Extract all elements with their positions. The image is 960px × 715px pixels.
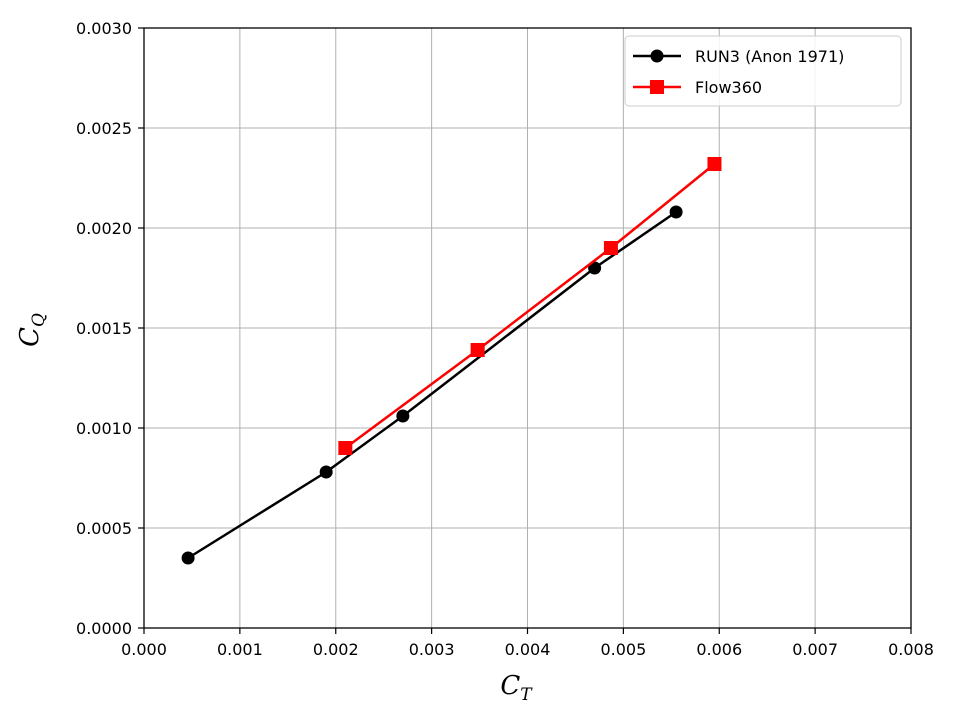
x-tick-label: 0.003	[409, 640, 455, 659]
y-tick-label: 0.0010	[76, 419, 132, 438]
x-tick-label: 0.006	[696, 640, 742, 659]
data-point	[669, 205, 683, 219]
y-axis-label: CQ	[15, 313, 49, 347]
y-tick-label: 0.0030	[76, 19, 132, 38]
data-point	[396, 409, 410, 423]
legend-label-run3: RUN3 (Anon 1971)	[695, 47, 844, 66]
x-tick-label: 0.007	[792, 640, 838, 659]
x-tick-label: 0.008	[888, 640, 934, 659]
x-axis-label: CT	[500, 671, 533, 705]
x-tick-label: 0.000	[121, 640, 167, 659]
data-point	[181, 551, 195, 565]
legend: RUN3 (Anon 1971) Flow360	[624, 35, 902, 107]
y-tick-label: 0.0015	[76, 319, 132, 338]
data-point	[588, 261, 602, 275]
series-layer	[181, 157, 722, 565]
series-0	[181, 205, 683, 565]
y-tick-label: 0.0000	[76, 619, 132, 638]
series-1	[338, 157, 722, 455]
x-tick-label: 0.004	[505, 640, 551, 659]
data-point	[338, 441, 353, 455]
y-tick-label: 0.0025	[76, 119, 132, 138]
x-tick-label: 0.002	[313, 640, 359, 659]
y-tick-label: 0.0020	[76, 219, 132, 238]
legend-marker-flow360	[650, 80, 664, 94]
x-tick-label: 0.001	[217, 640, 263, 659]
data-point	[707, 157, 722, 171]
legend-label-flow360: Flow360	[695, 78, 762, 97]
data-point	[470, 343, 485, 357]
legend-marker-run3	[650, 49, 664, 63]
ticks: 0.000 0.001 0.002 0.003 0.004 0.005 0.006 0.007…	[76, 19, 934, 659]
data-point	[319, 465, 333, 479]
x-tick-label: 0.005	[600, 640, 646, 659]
legend-frame	[624, 35, 902, 107]
series-line	[344, 163, 716, 450]
data-point	[603, 241, 618, 255]
y-tick-label: 0.0005	[76, 519, 132, 538]
